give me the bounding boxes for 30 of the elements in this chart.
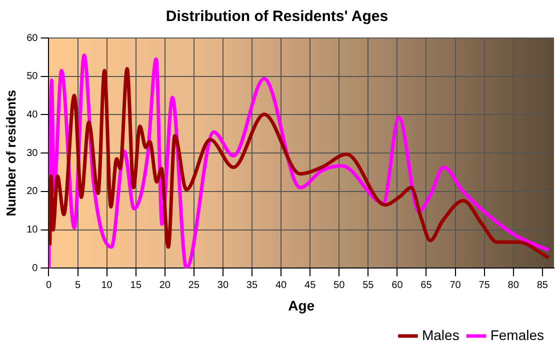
x-tick-label: 30 bbox=[217, 280, 229, 291]
y-tick-label: 40 bbox=[26, 109, 38, 120]
legend-label: Females bbox=[490, 326, 544, 343]
x-tick-label: 45 bbox=[304, 280, 316, 291]
x-tick-label: 35 bbox=[246, 280, 258, 291]
chart-title: Distribution of Residents' Ages bbox=[166, 8, 388, 26]
legend-label: Males bbox=[422, 326, 460, 343]
y-tick-label: 0 bbox=[32, 262, 38, 274]
y-axis-title: Number of residents bbox=[3, 90, 18, 216]
x-tick-label: 75 bbox=[478, 280, 490, 291]
x-tick-label: 15 bbox=[130, 280, 142, 291]
y-tick-label: 20 bbox=[26, 186, 38, 198]
x-tick-label: 60 bbox=[392, 280, 404, 291]
x-tick-label: 20 bbox=[159, 280, 171, 291]
x-tick-label: 85 bbox=[536, 280, 548, 291]
x-tick-label: 55 bbox=[362, 280, 374, 291]
x-tick-label: 40 bbox=[275, 280, 288, 291]
y-tick-label: 10 bbox=[26, 224, 38, 236]
y-tick-label: 50 bbox=[26, 71, 38, 82]
x-tick-label: 80 bbox=[508, 280, 520, 291]
x-tick-label: 50 bbox=[334, 280, 346, 291]
x-tick-label: 5 bbox=[74, 280, 81, 291]
x-tick-label: 25 bbox=[188, 280, 200, 291]
y-tick-label: 30 bbox=[26, 148, 38, 159]
x-tick-label: 10 bbox=[101, 280, 113, 291]
x-axis-title: Age bbox=[288, 297, 315, 314]
x-tick-label: 70 bbox=[450, 280, 462, 291]
y-tick-label: 60 bbox=[26, 32, 38, 44]
x-tick-label: 0 bbox=[46, 280, 52, 291]
x-tick-label: 65 bbox=[420, 280, 432, 291]
